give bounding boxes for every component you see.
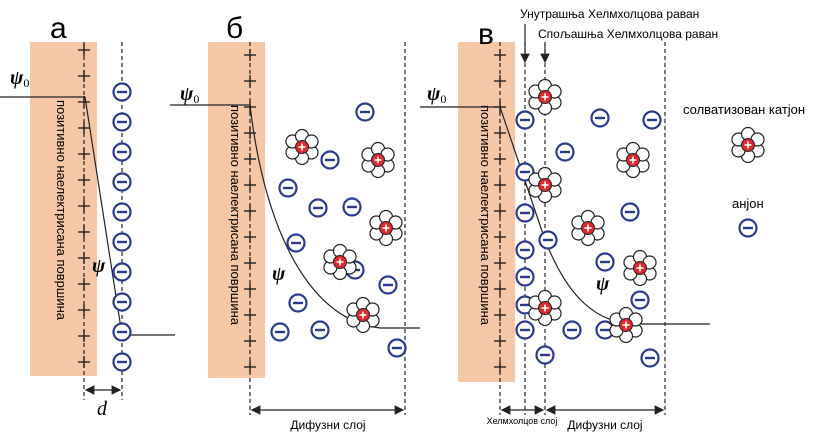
panel-a: а позитивно наелектрисана површина ψ0 ψ … <box>0 12 175 420</box>
cation <box>347 298 379 333</box>
anion <box>312 322 329 339</box>
helmholtz-label: Хелмхолцов слој <box>487 416 558 426</box>
cation <box>617 143 649 178</box>
anion <box>114 84 131 101</box>
cation <box>286 130 318 165</box>
panel-c: в позитивно наелектрисана површина Унутр… <box>420 7 718 432</box>
anion <box>537 347 554 364</box>
anion <box>517 112 534 129</box>
panel-letter: б <box>226 12 243 45</box>
anion <box>540 232 557 249</box>
cation <box>324 245 356 280</box>
anion <box>517 242 534 259</box>
cation <box>529 291 561 326</box>
cation <box>362 143 394 178</box>
potential-label: ψ0 <box>180 83 199 106</box>
psi: ψ <box>10 67 24 89</box>
anion <box>310 200 327 217</box>
cation <box>529 80 561 115</box>
potential-label: ψ0 <box>427 83 446 106</box>
curve-label: ψ <box>272 263 286 285</box>
distance-label: d <box>97 398 108 420</box>
anion <box>564 322 581 339</box>
panel-letter: а <box>50 12 67 45</box>
inner-plane-label: Унутрашња Хелмхолцова раван <box>520 7 699 21</box>
curve-label: ψ <box>92 255 106 277</box>
anion <box>597 254 614 271</box>
surface-label: позитивно наелектрисана површина <box>228 105 243 326</box>
diffuse-label: Дифузни слој <box>567 418 642 432</box>
cation <box>529 168 561 203</box>
cation <box>572 211 604 246</box>
surface-label: позитивно наелектрисана површина <box>478 105 493 326</box>
anion <box>114 174 131 191</box>
anion <box>642 350 659 367</box>
anion <box>280 180 297 197</box>
legend-anion: анјон <box>732 196 764 211</box>
anion <box>357 104 374 121</box>
anion <box>288 235 305 252</box>
curve-label: ψ <box>596 273 610 295</box>
anion <box>114 114 131 131</box>
anion <box>740 220 757 237</box>
anion <box>644 112 661 129</box>
anion <box>272 324 289 341</box>
anion <box>380 277 397 294</box>
anion <box>114 264 131 281</box>
outer-plane-label: Спољашња Хелмхолцова раван <box>538 27 718 41</box>
diagram: а позитивно наелектрисана површина ψ0 ψ … <box>0 0 819 437</box>
legend-cation: солватизован катјон <box>683 102 805 117</box>
cation <box>370 211 402 246</box>
diffuse-label: Дифузни слој <box>290 418 365 432</box>
anion <box>114 294 131 311</box>
anion <box>114 144 131 161</box>
surface-label: позитивно наелектрисана површина <box>54 100 69 321</box>
anion <box>114 234 131 251</box>
psi: ψ <box>427 83 441 105</box>
panel-letter: в <box>478 18 494 51</box>
anion <box>114 204 131 221</box>
anion <box>322 152 339 169</box>
anion <box>114 354 131 371</box>
cation <box>610 308 642 343</box>
cation <box>624 251 656 286</box>
cation <box>732 128 764 163</box>
anion <box>114 324 131 341</box>
anion <box>557 144 574 161</box>
anion <box>517 269 534 286</box>
subscript: 0 <box>193 92 199 106</box>
anion <box>517 205 534 222</box>
anion <box>389 340 406 357</box>
subscript: 0 <box>440 92 446 106</box>
anion <box>622 204 639 221</box>
psi: ψ <box>180 83 194 105</box>
subscript: 0 <box>23 76 29 90</box>
anion <box>290 295 307 312</box>
potential-label: ψ0 <box>10 67 29 90</box>
anion <box>344 199 361 216</box>
anion <box>592 110 609 127</box>
anion <box>632 292 649 309</box>
anion <box>517 322 534 339</box>
